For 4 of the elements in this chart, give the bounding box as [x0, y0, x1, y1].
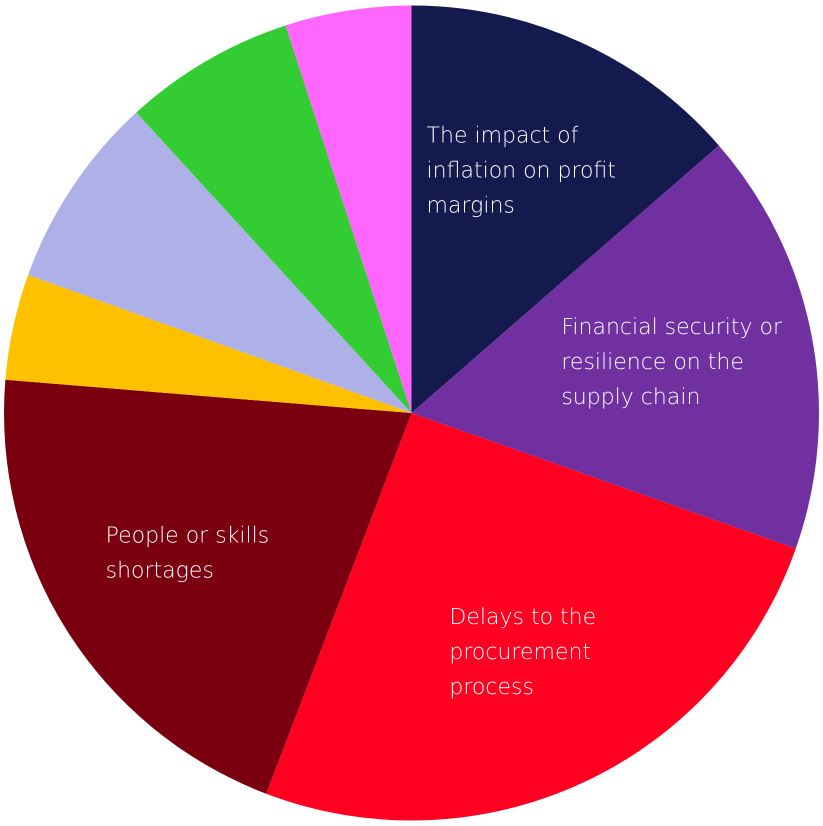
slice-label: The impact of inflation on profit margins — [426, 124, 616, 219]
slice-label: People or skills shortages — [106, 523, 270, 584]
slice-label: Financial security or resilience on the supply chain — [561, 315, 783, 410]
slice-label: Delays to the procurement process — [449, 605, 596, 700]
